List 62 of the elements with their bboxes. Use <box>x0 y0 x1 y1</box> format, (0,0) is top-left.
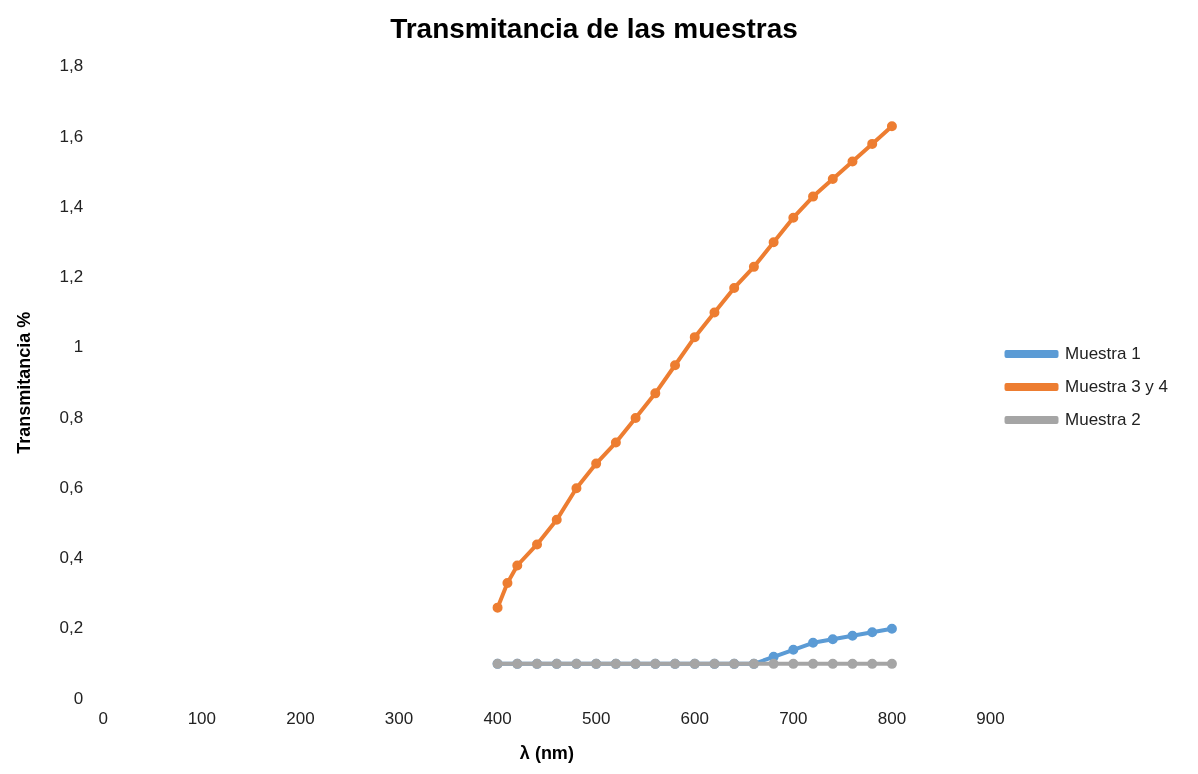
x-tick-label: 200 <box>286 708 315 728</box>
chart-title: Transmitancia de las muestras <box>390 12 798 44</box>
point <box>630 412 641 423</box>
point <box>670 360 681 371</box>
y-tick-label: 1 <box>73 337 84 357</box>
x-tick-label: 600 <box>680 708 709 728</box>
y-tick-label: 0,4 <box>59 548 84 568</box>
legend-label: Muestra 3 y 4 <box>1065 376 1169 396</box>
point <box>788 658 799 669</box>
point <box>808 191 819 202</box>
point <box>748 261 759 272</box>
point <box>591 458 602 469</box>
y-tick-label: 0 <box>73 688 84 708</box>
x-tick-label: 300 <box>384 708 414 728</box>
x-tick-label: 900 <box>976 708 1005 728</box>
point <box>808 637 819 648</box>
y-tick-label: 0,8 <box>59 407 84 427</box>
point <box>788 212 799 223</box>
point <box>867 658 878 669</box>
point <box>571 483 582 494</box>
point <box>650 388 661 399</box>
point <box>867 138 878 149</box>
y-tick-label: 1,4 <box>59 196 84 216</box>
x-tick-label: 500 <box>581 708 611 728</box>
x-axis-title: λ (nm) <box>519 743 574 764</box>
point <box>492 602 503 613</box>
y-tick-label: 1,2 <box>59 267 84 287</box>
y-tick-label: 1,8 <box>59 56 84 76</box>
point <box>808 658 819 669</box>
y-tick-label: 0,2 <box>59 618 84 638</box>
legend-label: Muestra 2 <box>1065 409 1141 429</box>
x-tick-label: 100 <box>187 708 217 728</box>
y-tick-label: 0,6 <box>59 477 84 497</box>
point <box>847 156 858 167</box>
point <box>551 514 562 525</box>
point <box>827 658 838 669</box>
point <box>610 437 621 448</box>
legend-label: Muestra 1 <box>1065 343 1141 363</box>
point <box>847 658 858 669</box>
point <box>768 651 779 662</box>
x-tick-label: 800 <box>877 708 907 728</box>
point <box>886 658 897 669</box>
point <box>886 623 897 634</box>
y-tick-label: 1,6 <box>59 126 84 146</box>
point <box>768 237 779 248</box>
point <box>512 560 523 571</box>
point <box>827 174 838 185</box>
point <box>709 307 720 318</box>
point <box>532 539 543 550</box>
point <box>689 332 700 343</box>
point <box>502 578 513 589</box>
point <box>729 282 740 293</box>
point <box>886 121 897 132</box>
point <box>768 658 779 669</box>
x-tick-label: 700 <box>779 708 808 728</box>
y-axis-title: Transmitancia % <box>13 311 34 454</box>
point <box>867 627 878 638</box>
point <box>847 630 858 641</box>
x-tick-label: 0 <box>98 708 108 728</box>
point <box>788 644 799 655</box>
point <box>827 634 838 645</box>
x-tick-label: 400 <box>483 708 512 728</box>
